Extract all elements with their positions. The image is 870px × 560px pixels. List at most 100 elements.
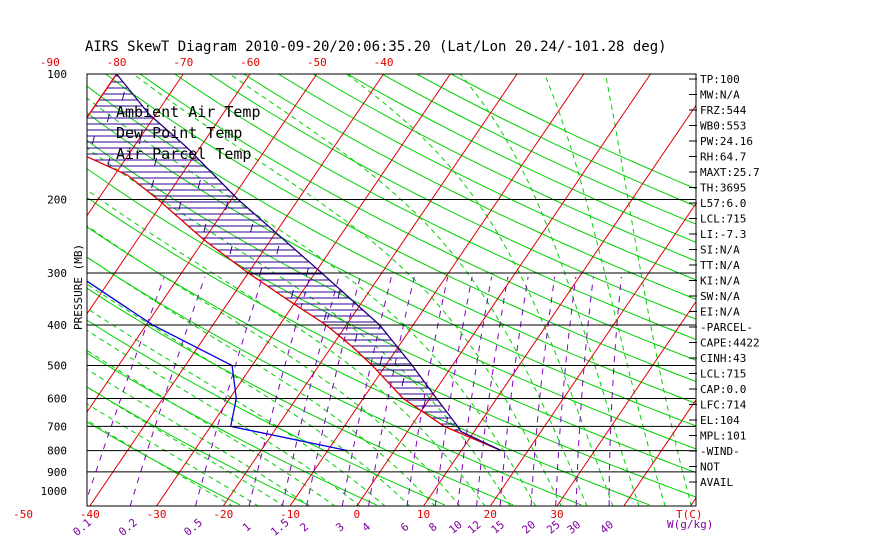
dry-adiabat-line [87, 85, 696, 404]
cape-hatch-tick [154, 157, 158, 167]
cape-hatch-tick [106, 113, 110, 123]
dry-adiabat-line [105, 74, 696, 383]
mixing-ratio-line [281, 276, 340, 506]
index-label: -WIND- [700, 445, 740, 458]
mixing-ratio-label: 8 [426, 520, 439, 534]
isotherm-line [423, 104, 696, 506]
moist-adiabat-line [87, 147, 511, 506]
index-label: PW:24.16 [700, 135, 753, 148]
index-label: TH:3695 [700, 182, 746, 195]
bottom-temp-tick-label: 0 [353, 508, 360, 521]
temp-unit-label: T(C) [676, 508, 703, 521]
pressure-tick-label: 800 [47, 445, 67, 458]
y-axis-label: PRESSURE (MB) [72, 244, 85, 330]
index-label: WB0:553 [700, 120, 746, 133]
mixing-ratio-line [248, 276, 311, 506]
cape-hatch-tick [138, 135, 142, 145]
bottom-temp-tick-label: -10 [280, 508, 300, 521]
dry-adiabat-line [243, 74, 696, 300]
dry-adiabat-line [381, 74, 696, 225]
mixing-ratio-label: 4 [360, 520, 374, 534]
mixing-ratio-label: 40 [598, 518, 617, 536]
dry-adiabat-line [139, 74, 696, 361]
moist-adiabat-line [87, 97, 537, 506]
dry-adiabat-line [87, 352, 377, 506]
parcel-temp-line [116, 74, 502, 452]
dry-adiabat-line [174, 74, 696, 341]
pressure-tick-label: 400 [47, 319, 67, 332]
top-temp-tick-label: -70 [173, 56, 193, 69]
index-label: LI:-7.3 [700, 228, 746, 241]
mixing-ratio-line [306, 276, 361, 506]
isotherm-line [156, 74, 451, 506]
dewpoint-line [87, 280, 348, 452]
ambient-temp-line [87, 74, 502, 452]
index-label: EL:104 [700, 414, 740, 427]
mixing-ratio-label: 12 [465, 518, 484, 536]
pressure-tick-label: 300 [47, 267, 67, 280]
dry-adiabat-line [87, 196, 696, 498]
index-label: EI:N/A [700, 306, 740, 319]
isotherm-line [87, 74, 184, 217]
index-label: MAXT:25.7 [700, 166, 760, 179]
isotherm-line [623, 398, 696, 506]
stability-indices: TP:100 MW:N/A FRZ:544 WB0:553 PW:24.16 RH:64.… [689, 73, 760, 489]
cape-hatch-tick [337, 289, 341, 299]
plot-area [86, 73, 697, 507]
cape-hatch-tick [121, 91, 125, 101]
top-temp-tick-label: -80 [107, 56, 127, 69]
mixing-ratio-label: 1 [240, 520, 253, 534]
dry-adiabat-line [87, 421, 241, 506]
bottom-temp-tick-label: 10 [417, 508, 430, 521]
mixing-ratio-label: 30 [565, 518, 584, 536]
index-label: AVAIL [700, 476, 733, 489]
index-label: CAP:0.0 [700, 383, 746, 396]
index-label: CAPE:4422 [700, 337, 760, 350]
cape-hatch-tick [151, 179, 155, 189]
index-label: MW:N/A [700, 89, 740, 102]
mixing-ratio-label: 0.5 [181, 516, 205, 539]
cape-hatching [87, 75, 460, 431]
cape-hatch-tick [229, 245, 233, 255]
moist-adiabat-line [87, 386, 285, 506]
cape-hatch-tick [197, 179, 201, 189]
pressure-tick-label: 600 [47, 392, 67, 405]
moist-adiabat-line [459, 74, 640, 506]
index-label: KI:N/A [700, 275, 740, 288]
isotherm-line [222, 74, 518, 506]
dry-adiabat-line [87, 287, 514, 506]
mixing-ratio-line [87, 276, 165, 501]
index-label: LCL:715 [700, 368, 746, 381]
index-label: CINH:43 [700, 352, 746, 365]
isotherm-line [87, 74, 251, 315]
dry-adiabat-line [87, 112, 696, 427]
index-label: RH:64.7 [700, 151, 746, 164]
cape-hatch-tick [250, 223, 254, 233]
index-label: LCL:715 [700, 213, 746, 226]
dry-adiabat-line [87, 226, 650, 506]
cape-hatch-tick [379, 355, 383, 365]
isotherm-line [289, 74, 585, 506]
index-label: L57:6.0 [700, 197, 746, 210]
isotherm-line [489, 202, 696, 506]
isotherm-line [556, 300, 696, 506]
mixing-ratio-line [341, 276, 392, 506]
moist-adiabat-line [605, 74, 692, 506]
mixing-ratio-line [368, 276, 415, 506]
cape-hatch-tick [203, 223, 207, 233]
bottom-temp-tick-label: -20 [213, 508, 233, 521]
cape-hatch-tick [276, 245, 280, 255]
moist-adiabat-line [87, 189, 486, 506]
moist-adiabat-line [87, 283, 411, 506]
moist-adiabat-line [87, 368, 311, 506]
index-label: LFC:714 [700, 399, 747, 412]
index-label: SI:N/A [700, 244, 740, 257]
cape-hatch-tick [422, 399, 426, 409]
top-temp-tick-label: -50 [307, 56, 327, 69]
background-lines [87, 74, 696, 506]
cape-hatch-tick [290, 289, 294, 299]
index-label: MPL:101 [700, 430, 746, 443]
bottom-temp-tick-label: -40 [80, 508, 100, 521]
index-label: -PARCEL- [700, 321, 753, 334]
